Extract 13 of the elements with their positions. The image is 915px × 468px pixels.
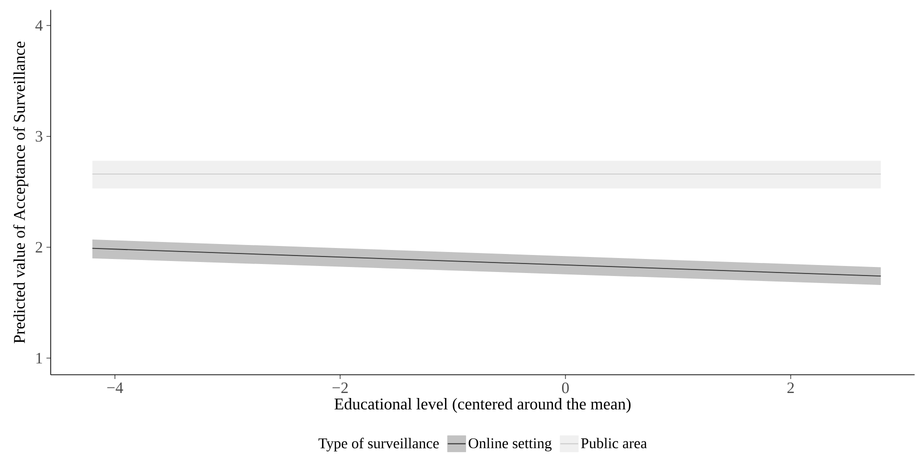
y-tick-label: 2 bbox=[36, 242, 42, 252]
x-tick-label: −4 bbox=[107, 382, 124, 393]
x-tick-label: −2 bbox=[332, 382, 348, 393]
y-tick-label: 1 bbox=[36, 352, 42, 364]
x-axis-title: Educational level (centered around the mean) bbox=[334, 398, 631, 413]
y-tick-label: 3 bbox=[36, 130, 42, 142]
x-tick-label: 0 bbox=[562, 382, 569, 394]
x-tick-label: 2 bbox=[787, 382, 794, 393]
y-axis-title: Predicted value of Acceptance of Surveillance bbox=[13, 41, 28, 344]
legend-title: Type of surveillance bbox=[318, 438, 439, 452]
legend-label: Public area bbox=[581, 438, 647, 448]
y-tick-label: 4 bbox=[35, 20, 43, 31]
legend-label: Online setting bbox=[468, 438, 552, 452]
